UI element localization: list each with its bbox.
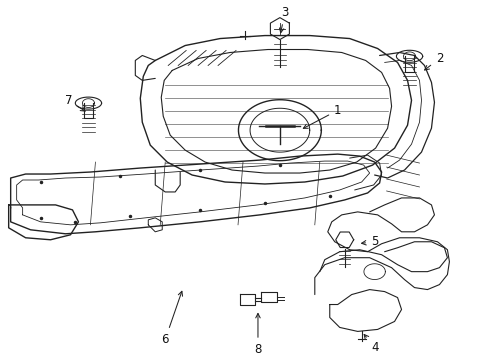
Text: 8: 8 (254, 314, 261, 356)
Text: 1: 1 (303, 104, 341, 129)
Text: 3: 3 (279, 6, 288, 33)
Text: 4: 4 (364, 334, 378, 354)
Text: 2: 2 (424, 52, 442, 70)
Text: 7: 7 (64, 94, 85, 111)
Text: 6: 6 (161, 291, 182, 346)
Text: 5: 5 (361, 235, 378, 248)
